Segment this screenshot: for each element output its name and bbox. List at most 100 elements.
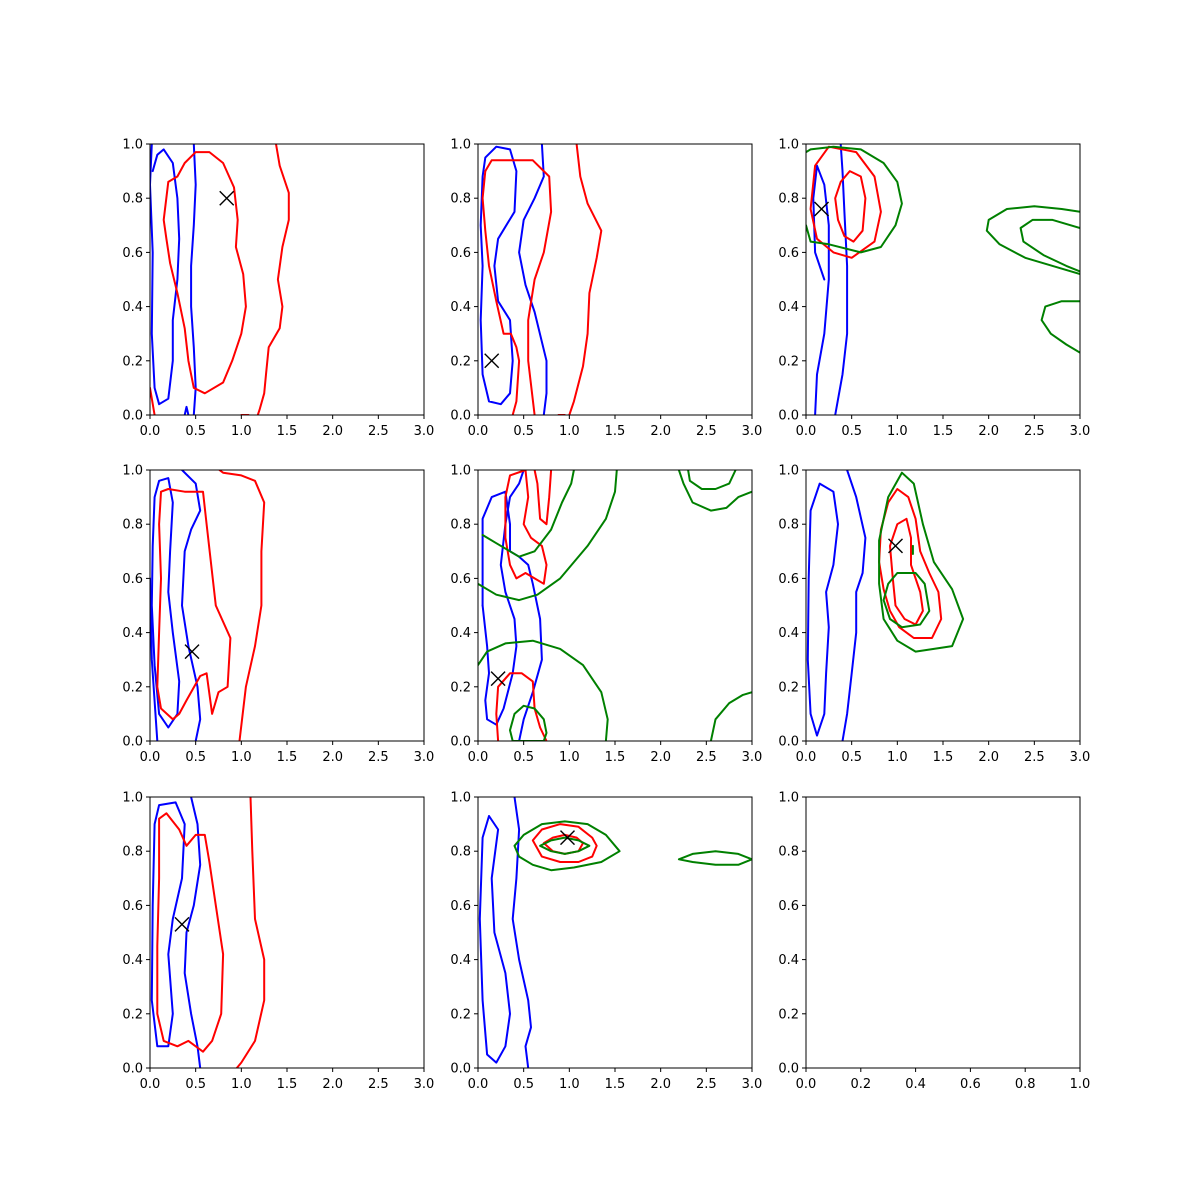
contour-green-6 [985,205,1080,276]
panel-r2c2: 0.0 0.5 1.0 1.5 2.0 2.5 3.0 0.0 0.2 0.4 0.6 0.8 1.0 [450,464,762,766]
y-tick-label: 0.0 [778,1062,799,1077]
y-tick-label: 0.2 [450,354,471,369]
x-tick-label: 0.5 [841,750,862,765]
y-tick-label: 1.0 [450,464,471,479]
y-tick-label: 1.0 [450,138,471,153]
marker-x [814,201,830,217]
x-tick-label: 1.0 [231,424,252,439]
y-tick-label: 0.6 [450,899,471,914]
y-tick-label: 0.8 [122,518,143,533]
x-tick-label: 0.0 [468,1077,489,1092]
contour-blue-1 [150,801,186,1048]
contour-blue-1 [806,482,839,737]
x-tick-label: 3.0 [414,750,435,765]
x-tick-label: 2.0 [650,750,671,765]
y-tick-label: 0.4 [778,626,799,641]
x-tick-label: 2.5 [1024,424,1045,439]
x-tick-label: 2.5 [368,1077,389,1092]
y-tick-label: 0.6 [450,246,471,261]
y-tick-label: 0.4 [122,300,143,315]
x-tick-label: 1.5 [277,750,298,765]
y-tick-label: 1.0 [122,464,143,479]
marker-x [560,830,576,846]
x-tick-label: 1.5 [605,424,626,439]
contour-green-7 [1019,218,1080,273]
y-tick-label: 0.0 [450,735,471,750]
x-tick-label: 2.5 [696,424,717,439]
contour-red-5 [568,144,603,415]
contour-green-5 [513,820,621,872]
x-tick-label: 3.0 [414,424,435,439]
y-tick-label: 1.0 [778,138,799,153]
x-tick-label: 0.5 [513,1077,534,1092]
contour-blue-2 [183,797,202,1068]
y-tick-label: 0.2 [778,680,799,695]
contour-blue-1 [478,815,511,1064]
y-tick-label: 0.8 [778,192,799,207]
x-tick-label: 1.5 [277,1077,298,1092]
y-tick-label: 0.6 [122,246,143,261]
contour-blue-1 [479,145,518,406]
x-tick-label: 0.5 [185,424,206,439]
contour-blue-2 [181,470,202,741]
y-tick-label: 0.4 [122,626,143,641]
y-tick-label: 0.6 [450,572,471,587]
y-tick-label: 0.4 [778,953,799,968]
y-tick-label: 0.8 [778,518,799,533]
y-tick-label: 0.8 [122,845,143,860]
contours-r2c2 [478,470,752,741]
x-tick-label: 1.5 [933,750,954,765]
y-tick-label: 0.4 [778,300,799,315]
x-tick-label: 1.0 [887,750,908,765]
contour-red-4 [889,517,924,626]
marker-x [174,916,190,932]
x-tick-label: 1.5 [605,1077,626,1092]
x-tick-label: 1.0 [559,1077,580,1092]
x-tick-label: 3.0 [1070,424,1091,439]
contours-r2c3 [806,470,965,741]
y-tick-label: 0.2 [778,1007,799,1022]
panel-r1c3: 0.0 0.5 1.0 1.5 2.0 2.5 3.0 0.0 0.2 0.4 0.6 0.8 1.0 [778,138,1090,440]
contour-green-8 [478,639,609,741]
x-tick-label: 2.5 [368,424,389,439]
x-tick-label: 1.0 [887,424,908,439]
x-tick-label: 2.0 [322,1077,343,1092]
contour-green-9 [509,704,548,741]
contour-green-11 [687,470,737,490]
contour-red-3 [531,823,598,863]
y-tick-label: 0.0 [122,1062,143,1077]
contour-green-12 [709,691,752,741]
contour-blue-2 [834,144,849,415]
contour-red-3 [878,488,943,639]
contour-green-5 [878,471,965,653]
x-tick-label: 0.0 [140,750,161,765]
x-tick-label: 1.5 [933,424,954,439]
contour-red-4 [533,470,553,526]
y-tick-label: 0.6 [778,572,799,587]
y-tick-label: 0.0 [450,1062,471,1077]
contour-green-10 [677,470,752,512]
contour-blue-2 [511,797,532,1068]
x-tick-label: 0.5 [513,424,534,439]
x-tick-label: 0.0 [796,750,817,765]
x-tick-label: 2.0 [322,424,343,439]
x-tick-label: 2.0 [978,750,999,765]
contour-red-3 [156,812,225,1053]
x-tick-label: 1.5 [277,424,298,439]
contour-green-6 [539,836,591,855]
contour-green-7 [478,470,618,602]
y-tick-label: 0.2 [122,1007,143,1022]
x-tick-label: 2.5 [1024,750,1045,765]
y-tick-label: 0.8 [778,845,799,860]
y-tick-label: 0.6 [778,899,799,914]
x-tick-label: 0.2 [850,1077,871,1092]
contour-green-8 [1040,300,1080,354]
x-tick-label: 0.5 [185,750,206,765]
panel-r3c1: 0.0 0.5 1.0 1.5 2.0 2.5 3.0 0.0 0.2 0.4 0.6 0.8 1.0 [122,791,434,1093]
x-tick-label: 1.0 [559,424,580,439]
x-tick-label: 2.5 [368,750,389,765]
x-tick-label: 3.0 [1070,750,1091,765]
marker-x [490,671,506,687]
x-tick-label: 0.5 [185,1077,206,1092]
